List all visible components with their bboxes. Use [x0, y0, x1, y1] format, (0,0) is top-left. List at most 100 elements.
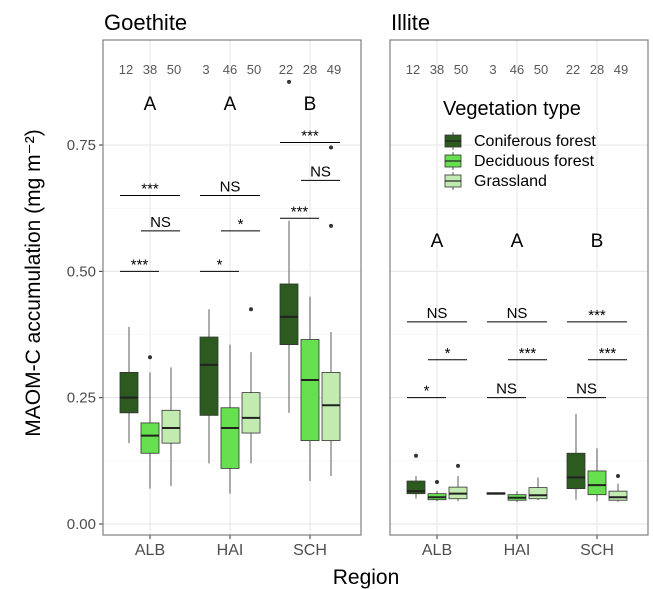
sample-count: 22	[279, 62, 293, 77]
significance-label: ***	[131, 256, 149, 273]
box-body	[220, 407, 240, 469]
sample-count: 12	[406, 62, 420, 77]
legend-item: Deciduous forest	[444, 152, 595, 170]
sample-count: 49	[614, 62, 628, 77]
box-deciduous-forest	[427, 480, 447, 502]
sample-count: 50	[534, 62, 548, 77]
y-tick-label: 0.00	[67, 516, 96, 533]
significance-label: *	[217, 256, 223, 273]
y-axis-label: MAOM-C accumulation (mg m⁻²)	[22, 129, 45, 436]
box-grassland	[241, 307, 261, 464]
y-tick-label: 0.25	[67, 390, 96, 407]
legend-item: Coniferous forest	[444, 132, 596, 150]
significance-label: ***	[519, 345, 537, 362]
significance-label: ***	[301, 127, 319, 144]
box-grassland	[448, 463, 468, 502]
box-coniferous-forest	[279, 79, 299, 413]
panel-border	[102, 39, 362, 536]
outlier-point	[329, 145, 333, 150]
sample-count: 46	[510, 62, 524, 77]
outlier-point	[456, 463, 460, 468]
panel-title-illite: Illite	[391, 10, 430, 35]
box-deciduous-forest	[587, 448, 607, 502]
sample-count: 28	[303, 62, 317, 77]
legend-title: Vegetation type	[443, 98, 581, 120]
y-tick-label: 0.75	[67, 137, 96, 154]
outlier-point	[249, 307, 253, 312]
sample-count: 50	[454, 62, 468, 77]
sample-count: 3	[489, 62, 496, 77]
sample-count: 46	[223, 62, 237, 77]
panel-illite: ALB 12 38 50 A * * NS HAI 3 46 50 A NS *** NS SCH 22 28 49 B…	[389, 39, 649, 559]
y-tick-label: 0.50	[67, 263, 96, 280]
group-letter: A	[224, 94, 237, 115]
box-coniferous-forest	[486, 492, 506, 495]
group-sch: SCH 22 28 49 B *** NS ***	[279, 62, 341, 559]
box-body	[161, 409, 181, 444]
group-letter: A	[431, 231, 444, 252]
group-alb: ALB 12 38 50 A *** NS ***	[119, 62, 181, 559]
legend: Vegetation type Coniferous forest Deciduou…	[443, 98, 596, 190]
outlier-point	[287, 79, 291, 84]
significance-label: ***	[599, 345, 617, 362]
significance-label: ***	[588, 307, 606, 324]
x-tick-label: HAI	[504, 542, 531, 559]
significance-label: NS	[220, 179, 241, 196]
group-hai: HAI 3 46 50 A NS *** NS	[486, 62, 548, 559]
box-body	[119, 371, 139, 414]
outlier-point	[435, 480, 439, 485]
box-coniferous-forest	[199, 309, 219, 464]
outlier-point	[414, 453, 418, 458]
sample-count: 3	[202, 62, 209, 77]
box-body	[608, 490, 628, 501]
box-body	[321, 371, 341, 442]
sample-count: 12	[119, 62, 133, 77]
sample-count: 22	[566, 62, 580, 77]
legend-label: Coniferous forest	[474, 133, 596, 150]
box-body	[199, 336, 219, 416]
box-grassland	[608, 473, 628, 502]
box-deciduous-forest	[507, 491, 527, 503]
sample-count: 28	[590, 62, 604, 77]
x-tick-label: SCH	[580, 542, 614, 559]
x-tick-label: SCH	[293, 542, 327, 559]
panel-title-goethite: Goethite	[104, 10, 187, 35]
legend-label: Deciduous forest	[474, 153, 595, 170]
significance-label: *	[238, 216, 244, 233]
panel-goethite: 0.00 0.25 0.50 0.75 ALB 12 38 50 A *** NS *** HAI 3 46…	[67, 39, 362, 559]
group-sch: SCH 22 28 49 B NS *** ***	[566, 62, 628, 559]
panel-background	[390, 40, 648, 535]
box-body	[300, 339, 320, 442]
box-body	[140, 422, 160, 454]
box-grassland	[321, 145, 341, 476]
box-deciduous-forest	[140, 355, 160, 489]
sample-count: 38	[143, 62, 157, 77]
significance-label: ***	[291, 203, 309, 220]
group-alb: ALB 12 38 50 A * * NS	[406, 62, 468, 559]
significance-label: NS	[427, 305, 448, 322]
box-deciduous-forest	[300, 296, 320, 482]
panel-border	[389, 39, 649, 536]
group-letter: B	[591, 231, 604, 252]
group-letter: A	[511, 231, 524, 252]
box-body	[528, 487, 548, 500]
box-coniferous-forest	[406, 453, 426, 499]
box-grassland	[528, 477, 548, 501]
box-body	[566, 452, 586, 490]
x-tick-label: HAI	[217, 542, 244, 559]
sample-count: 49	[327, 62, 341, 77]
significance-label: NS	[150, 214, 171, 231]
significance-label: NS	[496, 381, 517, 398]
legend-label: Grassland	[474, 173, 547, 190]
significance-label: *	[424, 383, 430, 400]
significance-label: NS	[310, 163, 331, 180]
significance-label: NS	[576, 381, 597, 398]
x-tick-label: ALB	[135, 542, 165, 559]
box-body	[587, 470, 607, 496]
legend-item: Grassland	[444, 172, 547, 190]
box-grassland	[161, 367, 181, 487]
significance-label: NS	[507, 305, 528, 322]
sample-count: 50	[247, 62, 261, 77]
